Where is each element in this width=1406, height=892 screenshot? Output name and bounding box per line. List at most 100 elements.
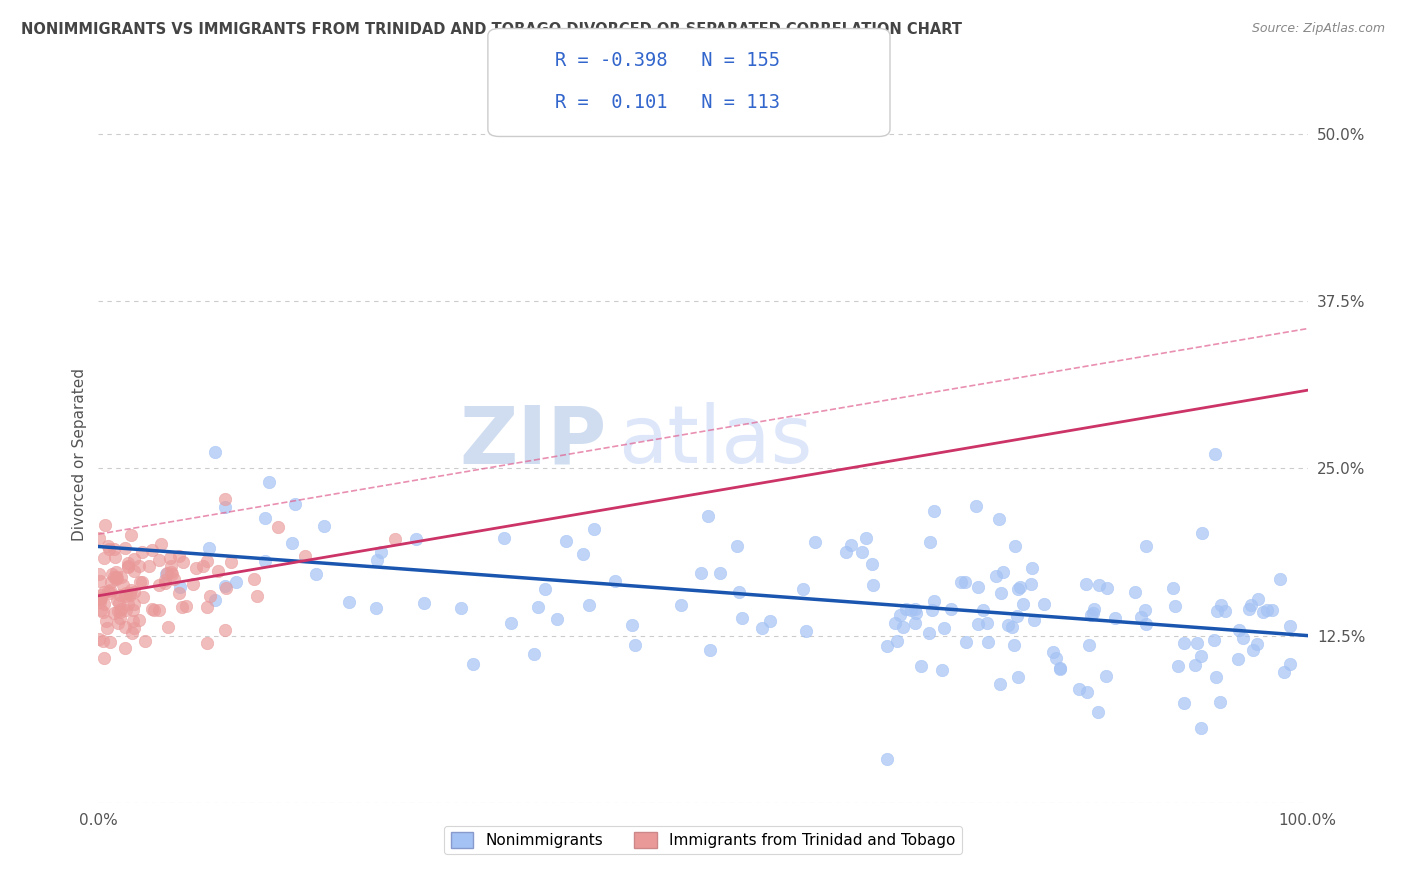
Point bbox=[155, 566, 177, 581]
Point bbox=[91, 634, 114, 648]
Point bbox=[160, 565, 183, 579]
Point bbox=[922, 594, 945, 608]
Point bbox=[198, 541, 221, 555]
Point bbox=[492, 532, 515, 546]
Point bbox=[122, 597, 145, 611]
Text: R = -0.398   N = 155: R = -0.398 N = 155 bbox=[555, 51, 780, 70]
Point bbox=[89, 595, 111, 609]
Point bbox=[921, 603, 943, 617]
Point bbox=[214, 579, 236, 593]
Point bbox=[1004, 539, 1026, 553]
Point bbox=[731, 610, 754, 624]
Point bbox=[932, 621, 955, 635]
Point bbox=[499, 616, 522, 631]
Text: NONIMMIGRANTS VS IMMIGRANTS FROM TRINIDAD AND TOBAGO DIVORCED OR SEPARATED CORRE: NONIMMIGRANTS VS IMMIGRANTS FROM TRINIDA… bbox=[21, 22, 962, 37]
Point bbox=[246, 589, 269, 603]
Point bbox=[1135, 616, 1157, 631]
Point bbox=[89, 592, 111, 607]
Point bbox=[114, 586, 136, 600]
Point bbox=[110, 606, 132, 620]
Point bbox=[94, 518, 117, 533]
Point bbox=[105, 593, 128, 607]
Point bbox=[117, 597, 139, 611]
Point bbox=[967, 580, 990, 594]
Point bbox=[128, 559, 150, 574]
Point bbox=[796, 624, 818, 639]
Point bbox=[1067, 682, 1090, 697]
Point bbox=[120, 588, 142, 602]
Point bbox=[1241, 642, 1264, 657]
Point bbox=[1246, 637, 1268, 651]
Point bbox=[181, 576, 204, 591]
Point bbox=[1022, 614, 1045, 628]
Text: ZIP: ZIP bbox=[458, 402, 606, 480]
Point bbox=[138, 559, 160, 574]
Point bbox=[214, 581, 236, 595]
Point bbox=[450, 601, 472, 615]
Point bbox=[918, 534, 941, 549]
Point bbox=[1268, 572, 1291, 586]
Point bbox=[690, 566, 713, 580]
Point bbox=[1272, 665, 1295, 679]
Point bbox=[461, 657, 484, 672]
Point bbox=[122, 614, 145, 628]
Point bbox=[1279, 619, 1302, 633]
Point bbox=[804, 534, 827, 549]
Point bbox=[214, 623, 236, 637]
Point bbox=[281, 536, 304, 550]
Point bbox=[105, 571, 128, 585]
Point bbox=[699, 642, 721, 657]
Point bbox=[1205, 670, 1227, 684]
Point bbox=[1021, 561, 1043, 575]
Point bbox=[97, 583, 120, 598]
Point bbox=[976, 615, 998, 630]
Point bbox=[122, 621, 145, 635]
Point bbox=[546, 612, 568, 626]
Point bbox=[115, 603, 138, 617]
Point bbox=[148, 553, 170, 567]
Point bbox=[122, 551, 145, 566]
Legend: Nonimmigrants, Immigrants from Trinidad and Tobago: Nonimmigrants, Immigrants from Trinidad … bbox=[444, 826, 962, 855]
Point bbox=[967, 617, 990, 632]
Point bbox=[169, 580, 191, 594]
Point bbox=[195, 635, 218, 649]
Point bbox=[89, 591, 111, 606]
Point bbox=[128, 613, 150, 627]
Point bbox=[759, 615, 782, 629]
Point bbox=[886, 634, 908, 648]
Point bbox=[965, 500, 987, 514]
Point bbox=[89, 531, 111, 545]
Point bbox=[835, 545, 858, 559]
Point bbox=[1049, 662, 1071, 676]
Point bbox=[159, 550, 181, 565]
Point bbox=[197, 599, 219, 614]
Point bbox=[225, 575, 247, 590]
Point bbox=[105, 565, 128, 579]
Point bbox=[1087, 706, 1109, 720]
Point bbox=[304, 567, 326, 582]
Point bbox=[413, 596, 436, 610]
Point bbox=[120, 586, 142, 600]
Point bbox=[93, 650, 115, 665]
Point bbox=[1189, 721, 1212, 735]
Point bbox=[1104, 610, 1126, 624]
Point bbox=[117, 560, 139, 574]
Point bbox=[855, 531, 877, 545]
Point bbox=[972, 603, 994, 617]
Point bbox=[97, 539, 120, 553]
Point bbox=[98, 635, 121, 649]
Point bbox=[922, 504, 945, 518]
Point bbox=[583, 522, 606, 536]
Point bbox=[1213, 604, 1236, 618]
Point bbox=[173, 556, 195, 570]
Point bbox=[939, 602, 962, 616]
Point bbox=[1133, 603, 1156, 617]
Point bbox=[284, 497, 307, 511]
Point bbox=[120, 582, 142, 597]
Point bbox=[364, 601, 387, 615]
Point bbox=[108, 596, 131, 610]
Point bbox=[1135, 539, 1157, 553]
Point bbox=[950, 574, 973, 589]
Point bbox=[257, 475, 280, 489]
Point bbox=[110, 602, 132, 616]
